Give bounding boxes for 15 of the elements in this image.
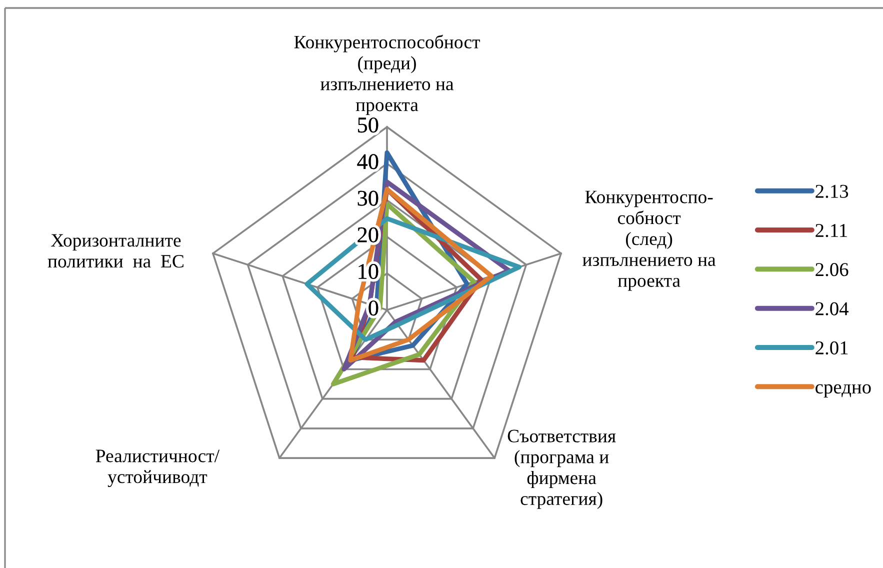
y-tick-label: 30 <box>358 190 378 206</box>
spoke-label: Конкурентоспособност (преди) изпълнението на проекта <box>294 34 480 115</box>
legend-label: 2.13 <box>816 184 848 198</box>
legend-label: 2.11 <box>816 224 847 238</box>
legend-label: 2.06 <box>816 263 848 276</box>
spoke-label: Конкурентоспо- собност (след) изпълнението на проекта <box>582 190 716 291</box>
y-tick-label: 20 <box>358 227 378 242</box>
legend-label: 2.04 <box>816 302 849 316</box>
y-tick-label: 50 <box>358 118 378 133</box>
spoke-label: Хоризонталните политики на ЕС <box>48 234 184 268</box>
legend-label: 2.01 <box>816 341 848 355</box>
y-tick-label: 40 <box>357 154 378 170</box>
spoke-label: Реалистичност/ устойчиводт <box>96 450 220 488</box>
legend-label: средно <box>816 384 871 398</box>
spoke-label: Съответствия (програма и фирмена стратегия) <box>508 430 616 509</box>
